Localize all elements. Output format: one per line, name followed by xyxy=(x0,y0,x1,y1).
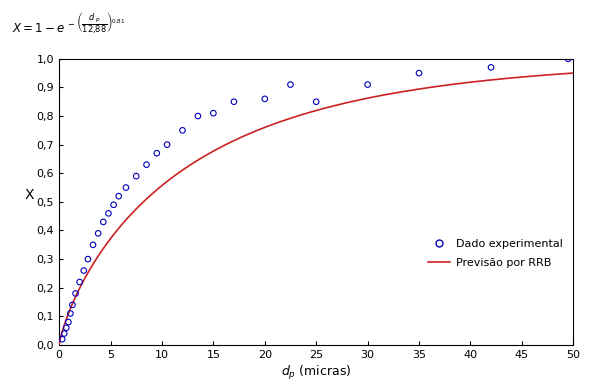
Previsão por RRB xyxy=(82,275,89,279)
Dado experimental xyxy=(93,230,103,236)
Dado experimental xyxy=(363,82,372,88)
Previsão por RRB xyxy=(56,342,63,347)
Previsão por RRB xyxy=(460,81,467,85)
Dado experimental xyxy=(260,96,269,102)
Dado experimental xyxy=(109,201,118,208)
Dado experimental xyxy=(229,99,239,105)
Previsão por RRB xyxy=(306,110,313,115)
Dado experimental xyxy=(178,127,187,134)
Dado experimental xyxy=(121,185,131,191)
Dado experimental xyxy=(142,162,151,168)
Dado experimental xyxy=(193,113,203,119)
Dado experimental xyxy=(563,56,573,62)
Legend: Dado experimental, Previsão por RRB: Dado experimental, Previsão por RRB xyxy=(428,239,563,268)
Dado experimental xyxy=(486,64,496,71)
Dado experimental xyxy=(79,267,89,274)
Dado experimental xyxy=(64,319,73,325)
X-axis label: $d_p$ (micras): $d_p$ (micras) xyxy=(281,364,352,382)
Dado experimental xyxy=(414,70,424,76)
Dado experimental xyxy=(61,325,71,331)
Text: $X = 1 - e^{\,-\left(\dfrac{d_{\,p}}{12{,}88}\right)^{\!0{,}81}}$: $X = 1 - e^{\,-\left(\dfrac{d_{\,p}}{12{… xyxy=(12,12,125,37)
Dado experimental xyxy=(104,210,113,216)
Dado experimental xyxy=(285,82,295,88)
Y-axis label: X: X xyxy=(25,188,34,202)
Dado experimental xyxy=(209,110,218,116)
Dado experimental xyxy=(114,193,124,199)
Dado experimental xyxy=(311,99,321,105)
Dado experimental xyxy=(68,302,77,308)
Dado experimental xyxy=(75,279,85,285)
Dado experimental xyxy=(88,241,98,248)
Dado experimental xyxy=(60,330,69,337)
Dado experimental xyxy=(163,142,172,148)
Dado experimental xyxy=(99,219,108,225)
Previsão por RRB xyxy=(555,72,562,76)
Previsão por RRB xyxy=(292,114,299,119)
Previsão por RRB xyxy=(554,72,561,76)
Dado experimental xyxy=(152,150,161,156)
Dado experimental xyxy=(83,256,93,262)
Line: Previsão por RRB: Previsão por RRB xyxy=(59,73,573,344)
Dado experimental xyxy=(131,173,141,179)
Dado experimental xyxy=(66,310,75,317)
Dado experimental xyxy=(57,336,67,342)
Dado experimental xyxy=(71,290,80,297)
Previsão por RRB xyxy=(570,71,577,75)
